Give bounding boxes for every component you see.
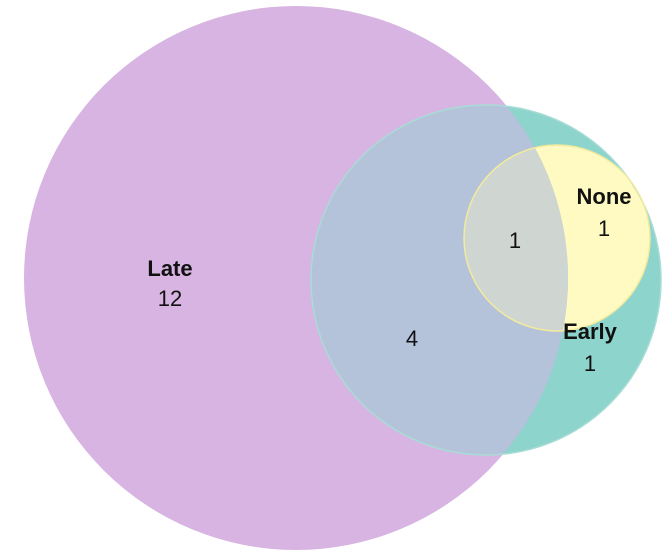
set-label: None <box>577 184 632 209</box>
set-count: 1 <box>584 351 596 376</box>
late-early-none-overlap <box>464 145 568 331</box>
early-outline <box>310 104 662 456</box>
set-count: 1 <box>598 216 610 241</box>
overlap-count: 1 <box>509 228 521 253</box>
set-label: Early <box>563 319 618 344</box>
none-outline <box>463 144 651 332</box>
set-label: Late <box>147 256 192 281</box>
overlap-count: 4 <box>406 326 418 351</box>
set-count: 12 <box>158 286 182 311</box>
